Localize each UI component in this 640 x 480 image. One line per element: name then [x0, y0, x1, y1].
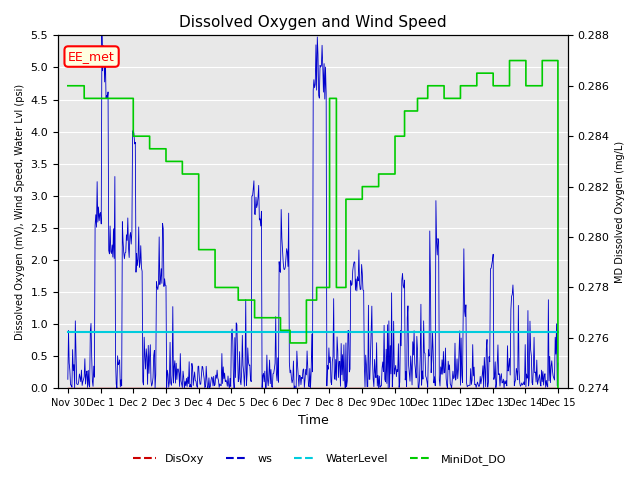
- Legend: DisOxy, ws, WaterLevel, MiniDot_DO: DisOxy, ws, WaterLevel, MiniDot_DO: [129, 450, 511, 469]
- X-axis label: Time: Time: [298, 414, 328, 427]
- Y-axis label: Dissolved Oxygen (mV), Wind Speed, Water Lvl (psi): Dissolved Oxygen (mV), Wind Speed, Water…: [15, 84, 25, 340]
- Y-axis label: MD Dissolved Oxygen (mg/L): MD Dissolved Oxygen (mg/L): [615, 141, 625, 283]
- Text: EE_met: EE_met: [68, 50, 115, 63]
- Title: Dissolved Oxygen and Wind Speed: Dissolved Oxygen and Wind Speed: [179, 15, 447, 30]
